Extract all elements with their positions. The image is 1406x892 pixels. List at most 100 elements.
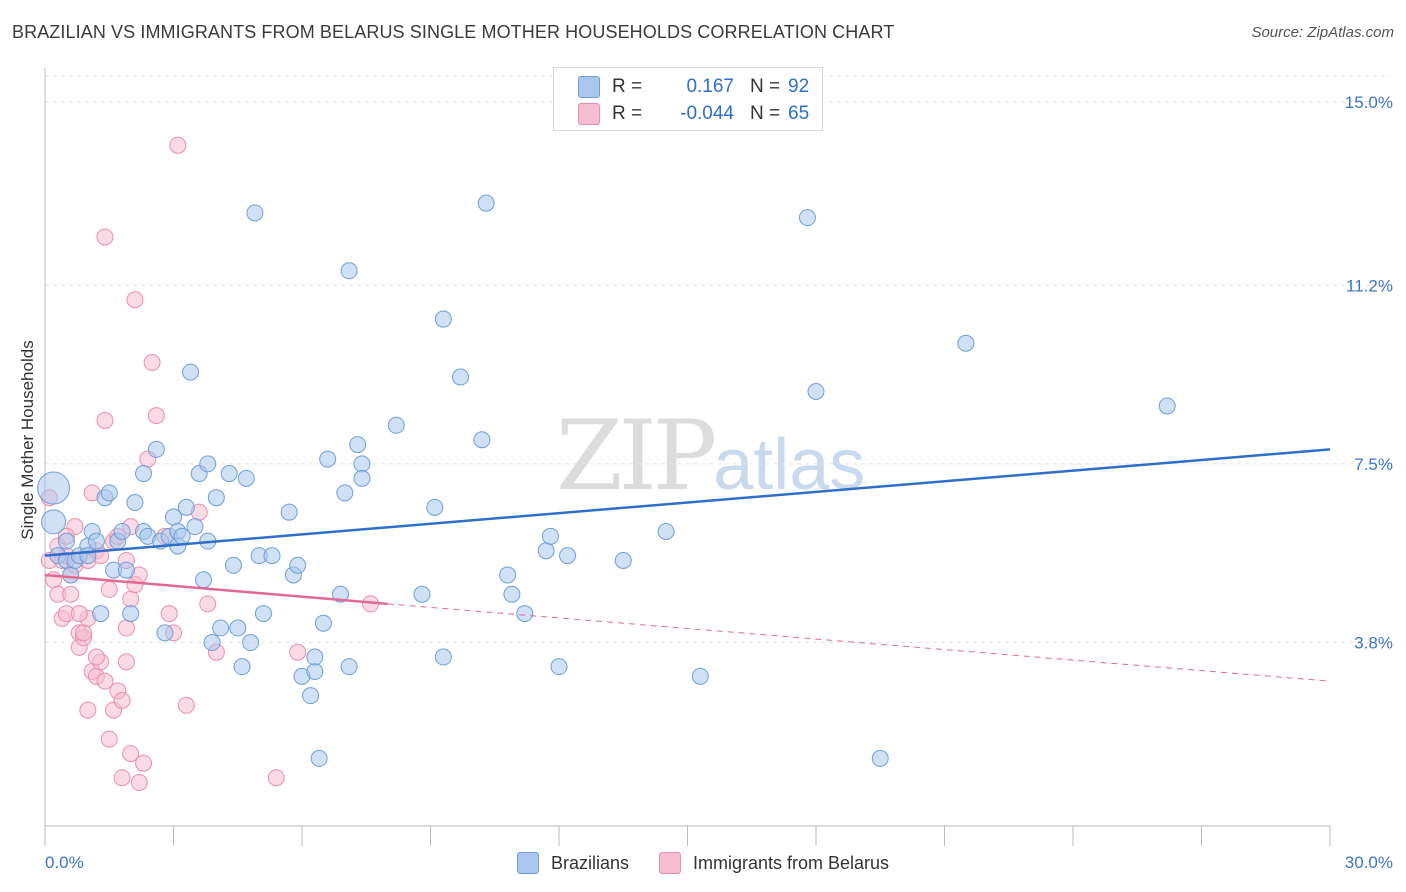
belarus-point <box>122 745 140 763</box>
watermark-zip: ZIP <box>556 400 717 512</box>
brazilian-point <box>186 518 204 536</box>
belarus-point <box>113 691 131 709</box>
chart-title: BRAZILIAN VS IMMIGRANTS FROM BELARUS SIN… <box>12 22 895 42</box>
brazilian-point <box>194 571 212 589</box>
legend-item-brazilians[interactable]: Brazilians <box>516 852 629 874</box>
brazilian-point <box>203 634 221 652</box>
legend-swatch-pink <box>578 103 600 125</box>
brazilian-point <box>314 614 332 632</box>
brazilian-point <box>332 585 350 603</box>
brazilian-point <box>1158 397 1176 415</box>
watermark: ZIPatlas <box>556 400 865 512</box>
brazilian-point <box>559 547 577 565</box>
brazilian-point <box>41 509 67 535</box>
brazilian-point <box>434 648 452 666</box>
brazilian-point <box>319 450 337 468</box>
legend-swatch-blue <box>578 76 600 98</box>
brazilian-point <box>499 566 517 584</box>
brazilian-point <box>798 209 816 227</box>
brazilian-point <box>37 471 71 505</box>
brazilian-point <box>353 455 371 473</box>
legend-item-belarus[interactable]: Immigrants from Belarus <box>658 852 890 874</box>
brazilian-point <box>254 605 272 623</box>
brazilian-point <box>79 547 97 565</box>
x-tick-label: 30.0% <box>1345 853 1393 872</box>
brazilian-point <box>237 469 255 487</box>
brazilian-point <box>220 465 238 483</box>
brazilian-point <box>207 489 225 507</box>
brazilian-point <box>550 658 568 676</box>
belarus-point <box>75 624 93 642</box>
y-tick-label: 3.8% <box>1354 634 1393 653</box>
brazilian-point <box>100 484 118 502</box>
brazilian-point <box>426 498 444 516</box>
brazilian-point <box>233 658 251 676</box>
belarus-point <box>143 354 161 372</box>
legend-n-label: N = <box>750 103 781 124</box>
legend-swatch-blue <box>516 852 539 874</box>
y-axis-label: Single Mother Households <box>18 340 37 540</box>
brazilian-point <box>691 667 709 685</box>
brazilian-point <box>212 619 230 637</box>
brazilian-point <box>413 585 431 603</box>
brazilian-point <box>871 749 889 767</box>
brazilian-point <box>177 498 195 516</box>
brazilian-point <box>340 658 358 676</box>
legend-r-label: R = <box>612 103 643 124</box>
brazilian-point <box>280 503 298 521</box>
belarus-point <box>79 701 97 719</box>
brazilian-point <box>473 431 491 449</box>
belarus-point <box>117 619 135 637</box>
source-label: Source: ZipAtlas.com <box>1251 24 1394 41</box>
brazilian-point <box>263 547 281 565</box>
belarus-point <box>87 648 105 666</box>
belarus-trendline-dashed <box>387 603 1331 682</box>
brazilian-point <box>306 663 324 681</box>
brazilian-point <box>224 556 242 574</box>
belarus-point <box>62 585 80 603</box>
brazilian-point <box>451 368 469 386</box>
brazilian-point <box>387 416 405 434</box>
belarus-point <box>177 696 195 714</box>
belarus-point <box>169 136 187 154</box>
brazilian-point <box>516 605 534 623</box>
belarus-point <box>122 590 140 608</box>
legend-label: Brazilians <box>550 852 629 873</box>
brazilian-point <box>614 551 632 569</box>
brazilian-point <box>135 465 153 483</box>
belarus-point <box>117 653 135 671</box>
belarus-point <box>147 407 165 425</box>
brazilian-point <box>57 532 75 550</box>
brazilian-point <box>310 749 328 767</box>
brazilians-trendline <box>44 448 1331 557</box>
brazilian-point <box>242 634 260 652</box>
brazilian-point <box>477 194 495 212</box>
legend-r-value: -0.044 <box>680 103 734 124</box>
legend-n-value: 92 <box>788 76 810 97</box>
belarus-point <box>96 228 114 246</box>
brazilian-point <box>62 566 80 584</box>
brazilian-point <box>246 204 264 222</box>
y-tick-label: 7.5% <box>1354 455 1393 474</box>
stats-legend: R = 0.167 N = 92 R = -0.044 N = 65 <box>553 67 823 131</box>
y-tick-label: 11.2% <box>1346 276 1393 295</box>
watermark-atlas: atlas <box>713 425 866 505</box>
x-tick-label: 0.0% <box>45 853 84 872</box>
belarus-point <box>113 769 131 787</box>
brazilian-point <box>126 494 144 512</box>
belarus-point <box>135 754 153 772</box>
brazilian-point <box>340 262 358 280</box>
brazilian-point <box>229 619 247 637</box>
belarus-point <box>267 769 285 787</box>
series-legend: Brazilians Immigrants from Belarus <box>0 852 1406 874</box>
legend-row-brazilians: R = 0.167 N = 92 <box>578 74 828 100</box>
brazilian-point <box>156 624 174 642</box>
legend-label: Immigrants from Belarus <box>692 852 890 873</box>
brazilian-point <box>336 484 354 502</box>
legend-n-value: 65 <box>788 103 810 124</box>
brazilian-point <box>302 687 320 705</box>
brazilian-point <box>434 310 452 328</box>
brazilian-point <box>541 527 559 545</box>
legend-n-label: N = <box>750 76 781 97</box>
